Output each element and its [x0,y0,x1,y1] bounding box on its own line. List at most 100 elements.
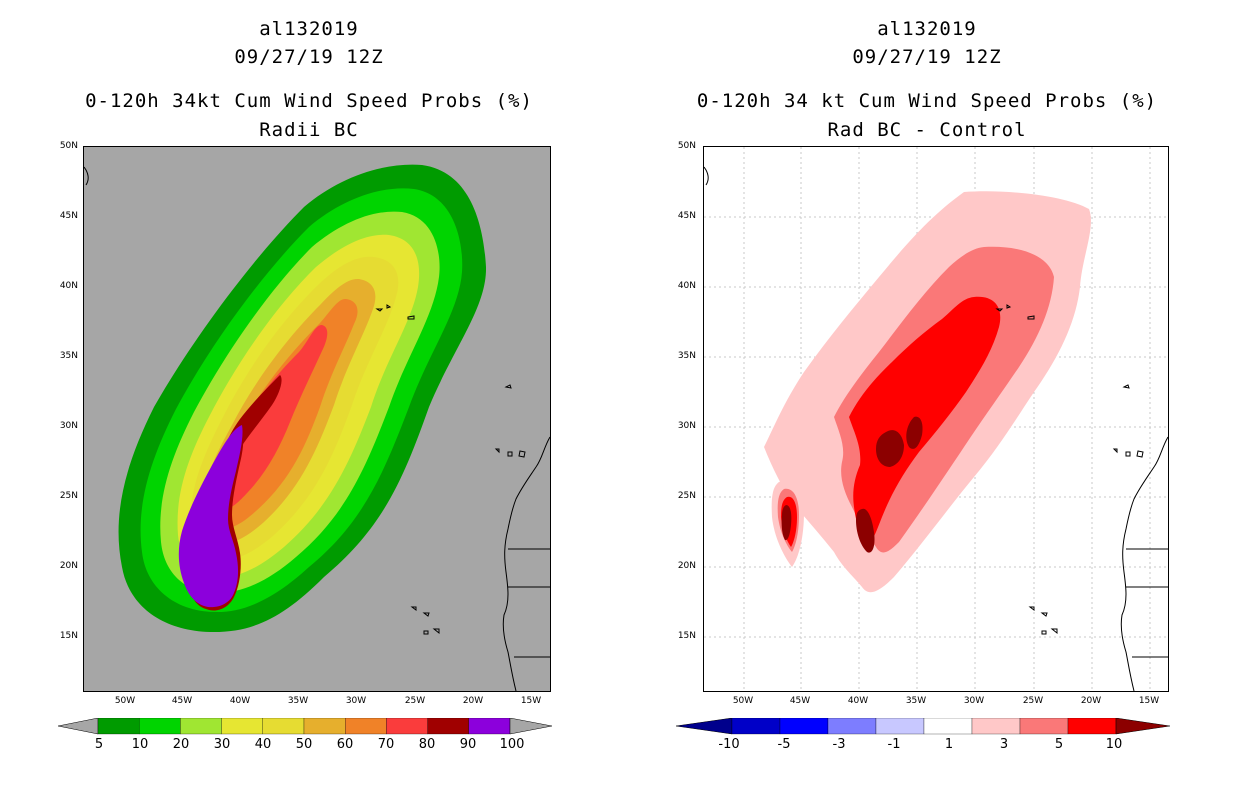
lon-label: 25W [404,696,426,706]
lat-label: 50N [677,141,696,151]
lat-label: 45N [59,211,78,221]
colorbar-label: 10 [131,737,149,752]
canary-island [1136,450,1144,458]
cape-verde-island [432,628,440,635]
colorbar-label: 1 [944,737,954,752]
colorbar-cell [731,718,781,735]
colorbar-label: 80 [418,737,436,752]
lat-label: 50N [59,141,78,151]
canary-island [1122,384,1130,389]
diff-contour-10a [876,430,904,467]
colorbar-cell [262,718,305,735]
colorbar-cell [923,718,973,735]
colorbar-cell [345,718,387,735]
colorbar-cell [1019,718,1069,735]
colorbar-label: -1 [887,737,901,752]
datetime: 09/27/19 12Z [234,46,384,68]
azores-island [1027,315,1035,320]
lon-label: 50W [114,696,136,706]
lat-label: 35N [59,351,78,361]
canary-island [1112,448,1118,454]
diff-contour-10d [781,505,792,541]
colorbar-end-low [58,718,99,735]
colorbar-cell [875,718,925,735]
colorbar-label: 5 [1054,737,1064,752]
colorbar-cell [468,718,511,735]
lat-label: 45N [677,211,696,221]
colorbar-label: 3 [999,737,1009,752]
africa-coastline [1120,436,1168,691]
lon-label: 45W [789,696,811,706]
lat-label: 40N [59,281,78,291]
lat-label: 30N [677,421,696,431]
lat-label: 20N [59,561,78,571]
colorbar-cell [386,718,428,735]
colorbar-cell [139,718,181,735]
canary-island [494,448,500,454]
colorbar-cell [827,718,877,735]
colorbar-label: 40 [254,737,272,752]
contour-70 [216,324,328,510]
lat-label: 30N [59,421,78,431]
lon-label: 25W [1022,696,1044,706]
lon-label: 35W [287,696,309,706]
lon-label: 30W [345,696,367,706]
contour-100 [178,425,243,608]
colorbar-cell [97,718,140,735]
diff-contour-10b [906,416,923,449]
lon-label: 35W [905,696,927,706]
colorbar-label: 20 [172,737,190,752]
title-line2: Radii BC [259,119,359,141]
cape-verde-island [1040,612,1048,617]
lon-label: 50W [732,696,754,706]
colorbar-label: 50 [295,737,313,752]
lat-label: 20N [677,561,696,571]
colorbar-cell [427,718,469,735]
datetime: 09/27/19 12Z [852,46,1002,68]
canary-island [507,451,513,457]
colorbar-cell [180,718,222,735]
colorbar-cell [971,718,1021,735]
colorbar-label: 60 [336,737,354,752]
probability-map [83,146,551,692]
colorbar [676,718,1172,738]
canary-island [504,384,512,389]
colorbar-label: 70 [377,737,395,752]
cape-verde-island [410,606,417,611]
colorbar-label: -10 [718,737,740,752]
colorbar-label: -3 [832,737,846,752]
lon-label: 30W [963,696,985,706]
colorbar [58,718,554,738]
title-line1: 0-120h 34 kt Cum Wind Speed Probs (%) [696,90,1158,112]
lon-label: 40W [229,696,251,706]
title-line1: 0-120h 34kt Cum Wind Speed Probs (%) [85,90,533,112]
colorbar-cell [779,718,829,735]
difference-map [703,146,1169,692]
cape-verde-island [1050,628,1058,635]
cape-verde-island [1041,630,1047,635]
lon-label: 15W [520,696,542,706]
azores-island [375,308,384,312]
colorbar-end-low [676,718,733,735]
cape-verde-island [422,612,430,617]
iberia-coast [704,166,709,186]
lat-label: 15N [677,631,696,641]
lon-label: 40W [847,696,869,706]
colorbar-label: 100 [499,737,525,752]
diff-contour-5 [849,296,1001,543]
lat-label: 15N [59,631,78,641]
colorbar-label: -5 [777,737,791,752]
lon-label: 15W [1138,696,1160,706]
storm-id: al132019 [259,18,359,40]
canary-island [1125,451,1131,457]
colorbar-end-high [509,718,553,735]
colorbar-cell [1067,718,1117,735]
left-panel: al132019 09/27/19 12Z 0-120h 34kt Cum Wi… [58,18,554,752]
lat-label: 25N [59,491,78,501]
title-line2: Rad BC - Control [827,119,1027,141]
colorbar-end-high [1115,718,1171,735]
azores-island [386,304,392,309]
cape-verde-island [1028,606,1035,611]
colorbar-label: 30 [213,737,231,752]
colorbar-cell [303,718,346,735]
